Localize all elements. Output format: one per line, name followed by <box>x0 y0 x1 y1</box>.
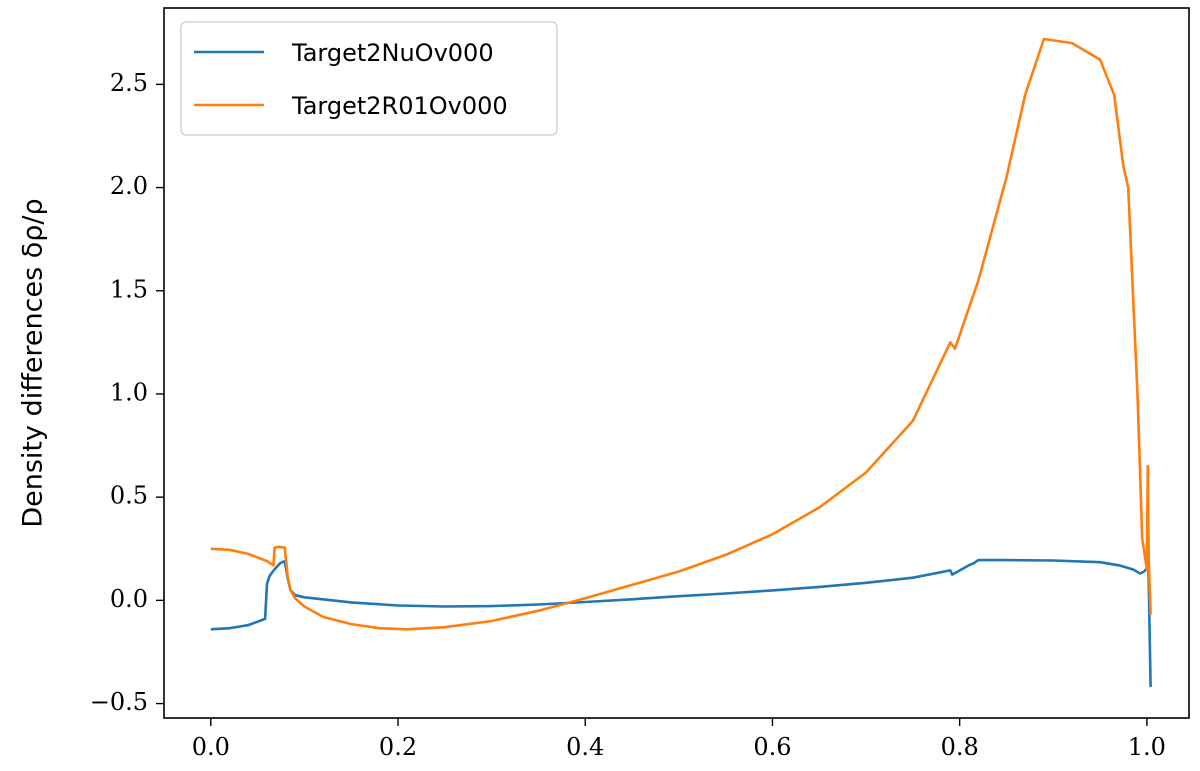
series-line-1 <box>210 37 1152 631</box>
x-tick-label-0: 0.0 <box>192 733 230 761</box>
legend: Target2NuOv000 Target2R01Ov000 <box>180 21 558 136</box>
series-layer <box>210 37 1152 688</box>
x-tick-label-3: 0.6 <box>753 733 791 761</box>
y-tick-label-6: 2.5 <box>110 69 148 97</box>
x-tick-label-4: 0.8 <box>941 733 979 761</box>
y-tick-label-4: 1.5 <box>110 275 148 303</box>
x-tick-label-1: 0.2 <box>379 733 417 761</box>
y-tick-label-5: 2.0 <box>110 172 148 200</box>
legend-label-1: Target2R01Ov000 <box>291 92 508 120</box>
plot-frame <box>163 7 1190 719</box>
y-tick-label-2: 0.5 <box>110 482 148 510</box>
y-axis: −0.5 0.0 0.5 1.0 1.5 2.0 2.5 <box>90 69 164 716</box>
legend-box <box>180 21 558 136</box>
x-tick-label-2: 0.4 <box>566 733 604 761</box>
legend-label-0: Target2NuOv000 <box>291 39 494 67</box>
y-axis-title: Density differences δρ/ρ <box>18 198 49 527</box>
x-tick-label-5: 1.0 <box>1128 733 1166 761</box>
y-tick-label-0: −0.5 <box>90 688 148 716</box>
y-tick-label-1: 0.0 <box>110 585 148 613</box>
y-tick-label-3: 1.0 <box>110 378 148 406</box>
x-axis: 0.0 0.2 0.4 0.6 0.8 1.0 <box>192 718 1166 761</box>
series-line-0 <box>210 553 1152 688</box>
